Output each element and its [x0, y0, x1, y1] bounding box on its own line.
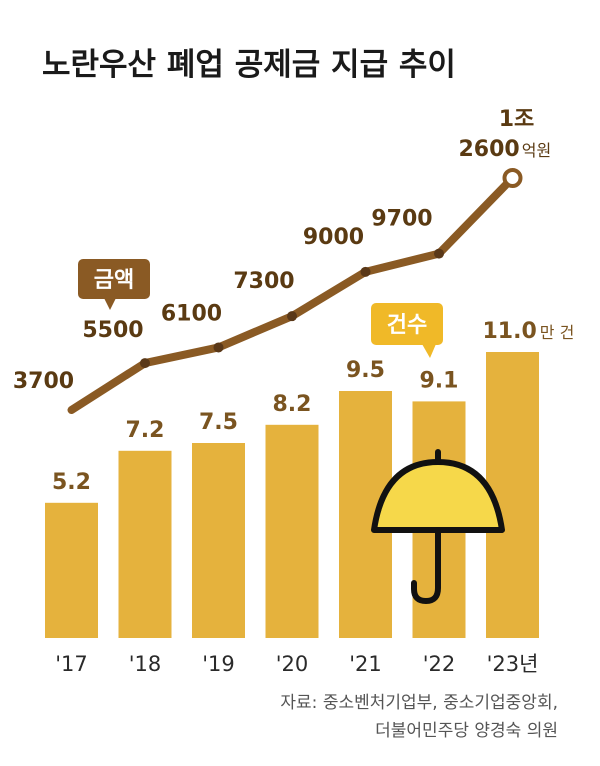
umbrella-icon	[371, 449, 505, 605]
amount-callout-bg	[78, 259, 150, 299]
bar-labels-group: 5.2 7.2 7.5 8.2 9.5 9.1 11.0 만 건	[52, 319, 574, 495]
x-tick-label: '20	[276, 652, 309, 676]
line-value-label: 9000	[303, 225, 364, 250]
line-value-label: 6100	[161, 301, 222, 326]
line-point	[213, 342, 224, 353]
bar-unit-label: 만 건	[540, 323, 575, 342]
bar-value-label: 9.5	[346, 358, 385, 383]
count-callout: 건수	[371, 303, 443, 358]
x-tick-label: '23년	[487, 652, 539, 676]
x-ticks-group: '17 '18 '19 '20 '21 '22 '23년	[55, 652, 538, 676]
line-value-label: 3700	[13, 369, 74, 394]
line-end-point	[502, 168, 523, 188]
bar-value-label: 7.5	[199, 410, 238, 435]
line-point	[140, 358, 150, 369]
source-line-1: 자료: 중소벤처기업부, 중소기업중앙회,	[280, 693, 558, 713]
bar	[45, 502, 98, 638]
count-callout-label: 건수	[387, 313, 427, 338]
chart-title: 노란우산 폐업 공제금 지급 추이	[42, 47, 456, 83]
bar	[192, 443, 245, 638]
bar-value-label: 7.2	[126, 418, 165, 443]
line-value-label: 9700	[371, 207, 432, 232]
x-tick-label: '18	[129, 652, 162, 676]
line-point	[287, 311, 297, 322]
line-last-value-prefix: 1조	[499, 107, 535, 132]
bar-value-label: 9.1	[420, 368, 459, 393]
bar-value-label: 8.2	[273, 392, 312, 417]
x-tick-label: '22	[423, 652, 456, 676]
x-tick-label: '21	[349, 652, 382, 676]
count-callout-bg	[371, 303, 443, 345]
bar	[118, 450, 172, 638]
line-value-label: 7300	[233, 269, 294, 294]
bar-value-label: 11.0 만 건	[483, 319, 575, 344]
count-callout-tail	[422, 344, 436, 358]
line-point	[360, 266, 371, 277]
source-line-2: 더불어민주당 양경숙 의원	[375, 721, 558, 741]
line-point	[434, 248, 444, 259]
line-last-value-label: 2600 억원	[459, 137, 552, 162]
bar	[265, 424, 319, 638]
line-group	[67, 168, 523, 414]
amount-callout: 금액	[78, 259, 150, 310]
line-labels-group: 3700 5500 6100 7300 9000 9700 1조 2600 억원	[13, 107, 551, 394]
amount-callout-label: 금액	[94, 268, 134, 293]
x-tick-label: '19	[202, 652, 235, 676]
bar-value-label: 5.2	[52, 470, 91, 495]
line-unit-label: 억원	[522, 141, 551, 160]
amount-callout-tail	[104, 298, 116, 310]
line-value-label: 5500	[82, 318, 143, 343]
x-tick-label: '17	[55, 652, 88, 676]
